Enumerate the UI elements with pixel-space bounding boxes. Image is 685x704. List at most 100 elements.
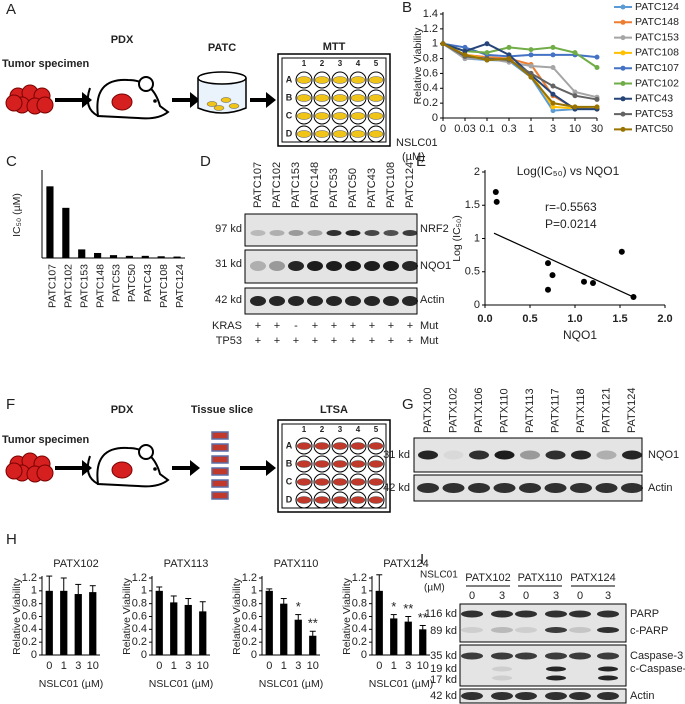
well-content xyxy=(332,442,348,450)
x-tick-label: 0 xyxy=(376,660,382,672)
blot-band xyxy=(492,675,512,681)
series-marker xyxy=(572,104,578,110)
y-tick-label: 0 xyxy=(31,649,37,661)
lane-label: PATX113 xyxy=(524,388,536,433)
series-marker xyxy=(440,41,446,47)
x-tick-label: 0.1 xyxy=(479,123,494,135)
plate-row-label: A xyxy=(286,74,293,84)
step-label: PDX xyxy=(111,34,134,46)
genotype-name: TP53 xyxy=(216,335,242,347)
panel-letter: B xyxy=(402,0,412,16)
mouse-tumor xyxy=(111,461,133,479)
blot-band xyxy=(250,230,266,236)
y-tick-label: 1.5 xyxy=(465,199,480,211)
x-tick-label: 1.5 xyxy=(612,313,627,325)
well-content xyxy=(350,496,366,504)
tumor-lobe xyxy=(36,464,54,482)
blot-band xyxy=(269,296,285,306)
well-content xyxy=(314,496,330,504)
bar xyxy=(45,590,53,655)
plate-inner xyxy=(281,57,387,143)
y-tick-label: 1 xyxy=(432,38,438,50)
blot-band xyxy=(491,627,513,633)
y-tick-label: 0.2 xyxy=(22,636,37,648)
x-tick-label: 3 xyxy=(550,123,556,135)
series-marker xyxy=(528,63,534,69)
arrow-head xyxy=(190,460,200,476)
blot-band xyxy=(288,261,304,271)
x-axis-label: (µM) xyxy=(402,151,425,163)
y-tick-label: 0.5 xyxy=(465,266,480,278)
lane-label: PATX121 xyxy=(600,388,612,433)
blot-band xyxy=(269,261,285,271)
band-label: Actin xyxy=(420,294,444,306)
y-tick-label: 0 xyxy=(474,299,480,311)
genotype-call: + xyxy=(293,335,299,347)
x-tick-label: PATC153 xyxy=(79,264,91,308)
tumor-icon xyxy=(5,84,54,115)
blot-band xyxy=(345,230,361,236)
x-tick-label: 0.0 xyxy=(477,313,492,325)
fit-line xyxy=(493,232,634,298)
blot-band xyxy=(307,230,323,236)
marker-label: 31 kd xyxy=(215,258,242,270)
blot-band xyxy=(326,261,342,271)
lane-label: PATC102 xyxy=(271,162,283,208)
blot-band xyxy=(461,692,483,700)
y-tick-label: 1 xyxy=(474,232,480,244)
scatter-point xyxy=(545,260,551,267)
series-line xyxy=(442,42,598,69)
chart-title: PATX124 xyxy=(383,558,428,570)
band-label: Actin xyxy=(648,482,672,494)
x-tick-label: 0.3 xyxy=(501,123,516,135)
genotype-call: + xyxy=(331,320,337,332)
x-axis-label: NQO1 xyxy=(563,328,597,342)
cell xyxy=(206,101,218,107)
legend-label: PATC53 xyxy=(635,108,673,120)
x-tick-label: 3 xyxy=(295,660,301,672)
band-label: NQO1 xyxy=(648,449,679,461)
legend-marker xyxy=(620,19,626,25)
well-content xyxy=(350,478,366,486)
series-marker xyxy=(550,44,556,50)
y-tick-label: 1.2 xyxy=(242,572,257,584)
blot-band xyxy=(571,450,591,460)
x-tick-label: PATC107 xyxy=(47,264,59,308)
lane-label: PATX110 xyxy=(498,388,510,433)
well-content xyxy=(314,130,330,138)
series-marker xyxy=(528,70,534,76)
series-marker xyxy=(484,57,490,63)
blot-band xyxy=(443,450,464,460)
cell xyxy=(228,103,240,109)
x-tick-label: 2.0 xyxy=(657,313,672,325)
blot-band xyxy=(570,483,592,493)
lane-label: PATX100 xyxy=(422,388,434,433)
blot-band xyxy=(598,675,618,681)
lane-label: PATX106 xyxy=(473,388,485,433)
legend-label: PATC124 xyxy=(635,1,679,13)
x-tick-label: 0.5 xyxy=(522,313,537,325)
y-tick-label: 1.2 xyxy=(132,572,147,584)
y-tick-label: 1.2 xyxy=(423,23,438,35)
well-content xyxy=(350,76,366,84)
scatter-point xyxy=(545,286,551,293)
well-content xyxy=(314,478,330,486)
genotype-call: + xyxy=(369,335,375,347)
tumor-lobe xyxy=(36,96,54,114)
significance-label: * xyxy=(391,599,396,614)
legend-label: PATC107 xyxy=(635,62,679,74)
y-tick-label: 0.4 xyxy=(132,623,147,635)
plate-col-label: 2 xyxy=(320,59,325,68)
well-content xyxy=(332,130,348,138)
x-tick-label: 10 xyxy=(307,660,319,672)
tissue-slice xyxy=(211,455,229,464)
bar xyxy=(265,590,273,655)
blot-band xyxy=(569,652,591,660)
y-tick-label: 1 xyxy=(31,585,37,597)
genotype-call: + xyxy=(274,320,280,332)
dose-label: 3 xyxy=(499,590,505,602)
series-marker xyxy=(550,83,556,89)
lane-label: PATC43 xyxy=(366,168,378,208)
blot-band xyxy=(442,483,465,493)
mouse-tail xyxy=(86,87,99,117)
